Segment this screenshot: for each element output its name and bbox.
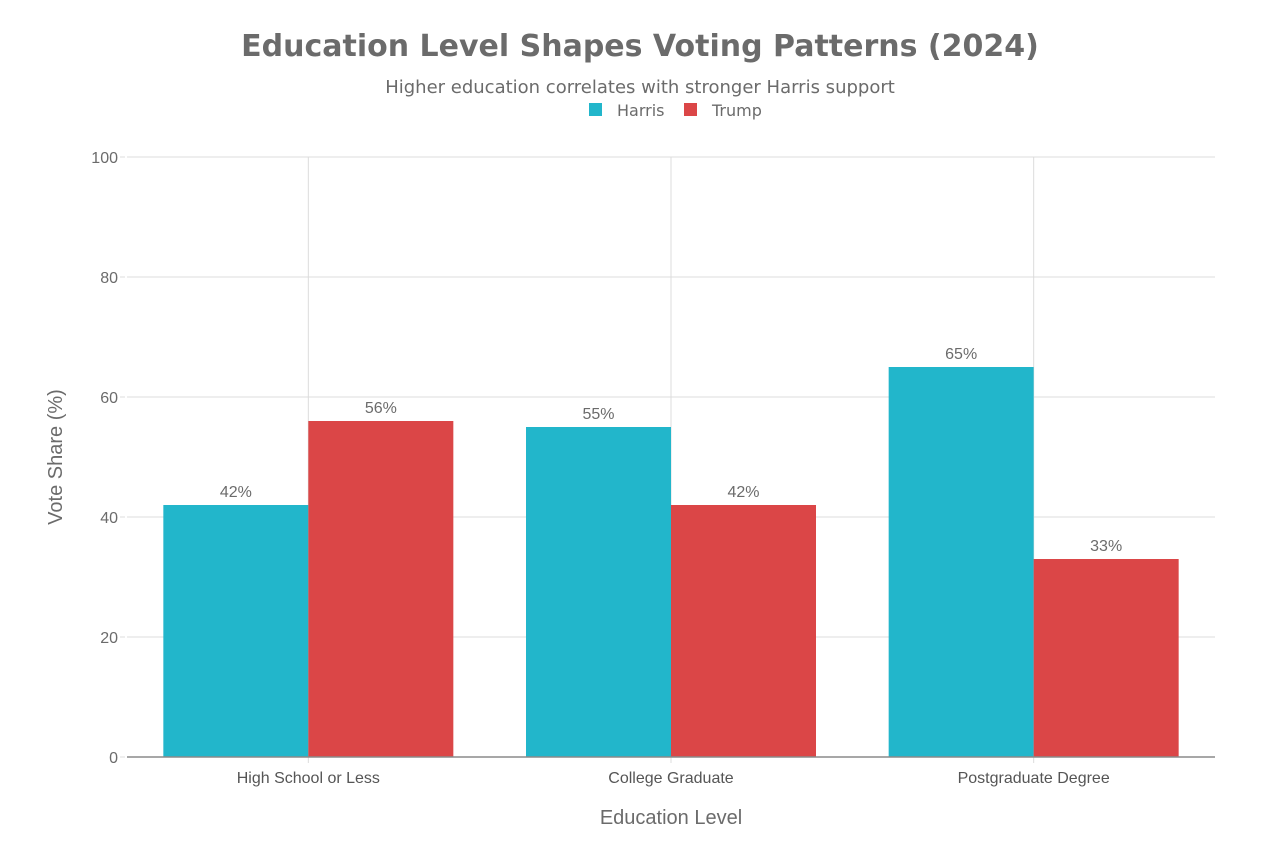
y-tick-label-40: 40 — [100, 510, 118, 527]
bar-harris-1 — [526, 427, 671, 757]
legend: Harris Trump — [589, 101, 762, 120]
data-label-trump-0: 56% — [365, 400, 397, 417]
data-label-harris-2: 65% — [945, 346, 977, 363]
x-tick-label-0: High School or Less — [237, 770, 380, 787]
bar-harris-2 — [888, 367, 1034, 757]
legend-swatch-harris — [589, 103, 602, 116]
data-label-trump-2: 33% — [1090, 538, 1122, 555]
legend-label-trump: Trump — [711, 101, 762, 120]
x-axis-categories: High School or Less College Graduate Postg… — [237, 770, 1110, 787]
y-axis-ticks: 0 20 40 60 80 100 — [91, 150, 125, 767]
data-label-harris-0: 42% — [220, 484, 252, 501]
bar-trump-2 — [1033, 559, 1179, 757]
data-label-harris-1: 55% — [582, 406, 614, 423]
y-tick-label-60: 60 — [100, 390, 118, 407]
y-tick-label-20: 20 — [100, 630, 118, 647]
x-tick-label-1: College Graduate — [608, 770, 734, 787]
legend-swatch-trump — [684, 103, 697, 116]
y-tick-label-80: 80 — [100, 270, 118, 287]
y-axis-title: Vote Share (%) — [45, 389, 67, 525]
y-tick-label-100: 100 — [91, 150, 118, 167]
bars — [163, 367, 1179, 757]
bar-trump-1 — [671, 505, 816, 757]
chart-subtitle: Higher education correlates with stronge… — [385, 77, 895, 98]
bar-harris-0 — [163, 505, 309, 757]
data-label-trump-1: 42% — [727, 484, 759, 501]
bar-trump-0 — [308, 421, 454, 757]
data-labels: 42% 56% 55% 42% 65% 33% — [220, 346, 1122, 555]
legend-label-harris: Harris — [617, 101, 665, 120]
x-tick-label-2: Postgraduate Degree — [958, 770, 1110, 787]
chart-title: Education Level Shapes Voting Patterns (… — [241, 29, 1039, 64]
y-tick-label-0: 0 — [109, 750, 118, 767]
x-axis-title: Education Level — [600, 807, 742, 829]
